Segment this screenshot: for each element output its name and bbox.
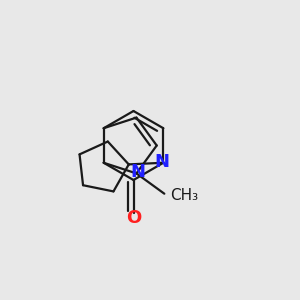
Text: CH₃: CH₃ — [170, 188, 198, 203]
Text: N: N — [154, 153, 169, 171]
Text: O: O — [126, 209, 141, 227]
Text: N: N — [130, 163, 145, 181]
